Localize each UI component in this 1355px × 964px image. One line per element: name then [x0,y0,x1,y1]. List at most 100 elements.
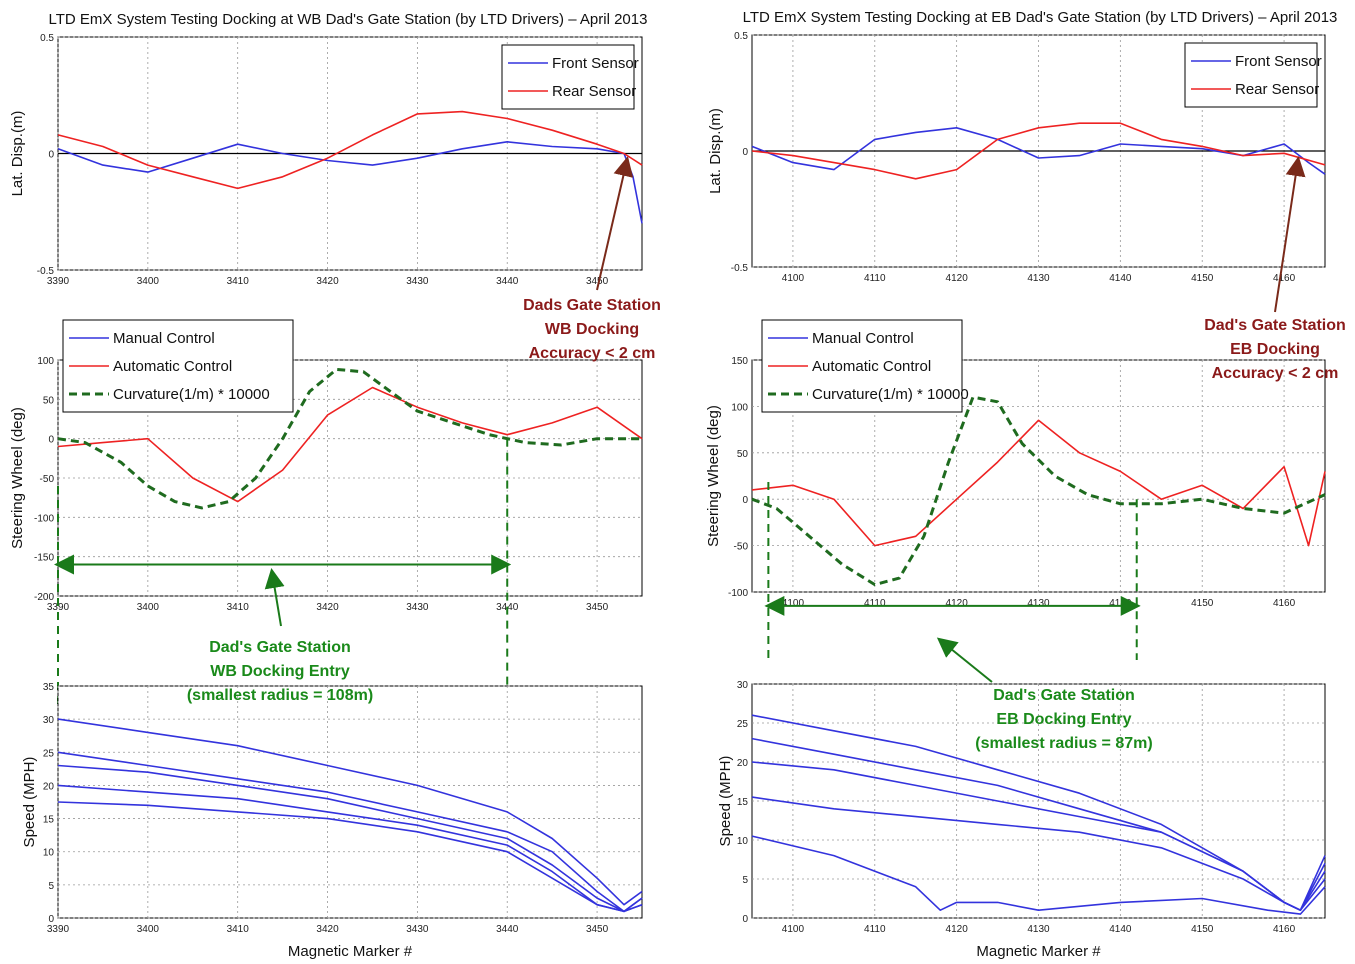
rear-sensor-series-line [57,110,643,190]
y-tick-label: 0.5 [734,31,748,42]
automatic-control-series-line [751,419,1326,547]
legend-label: Front Sensor [1235,53,1322,70]
curvature-1-m-10000-series-line [57,367,642,510]
y-tick-label: 10 [737,836,749,847]
accuracy-arrow [596,156,634,291]
y-tick-label: 150 [731,356,748,367]
y-axis-label: Lat. Disp.(m) [9,111,26,197]
x-tick-label: 4100 [782,598,805,609]
y-tick-label: 25 [737,719,749,730]
y-tick-label: 5 [48,881,54,892]
wb-displacement-chart: 3390 3400 3410 3420 3430 3440 3450 -0.5 0 0.5 Lat.… [9,33,643,287]
y-axis-label: Speed (MPH) [21,757,38,848]
x-axis-label: Magnetic Marker # [976,943,1101,960]
y-tick-label: -0.5 [37,266,55,277]
y-tick-label: 35 [43,682,55,693]
annotation-line-1: Dads Gate Station [523,297,661,314]
y-tick-label: -50 [734,542,749,553]
y-tick-label: 0 [48,150,54,161]
legend-box [501,44,635,110]
x-tick-label: 4100 [782,273,805,284]
rear-sensor-series-line [751,122,1326,180]
x-tick-label: 4130 [1027,924,1050,935]
x-tick-label: 4130 [1027,598,1050,609]
y-tick-label: -0.5 [731,263,749,274]
eb-speed-chart: 4100 4110 4120 4130 4140 4150 4160 0 5 10 15 20 25 30… [717,680,1326,960]
accuracy-arrow [1274,156,1306,313]
eb-displacement-chart: 4100 4110 4120 4130 4140 4150 4160 -0.5 0 0.5 Lat.… [707,31,1326,284]
y-tick-label: 0 [48,914,54,925]
annotation-line-1: Dad's Gate Station [993,687,1135,704]
x-tick-label: 4160 [1273,924,1296,935]
x-tick-label: 3450 [586,924,609,935]
y-axis-label: Speed (MPH) [717,756,734,847]
eb-steering-chart: 4100 4110 4120 4130 4140 4150 4160 -100 -50 0 50 10… [705,319,1326,660]
x-tick-label: 3400 [137,602,160,613]
y-tick-label: 0 [48,435,54,446]
x-tick-label: 4130 [1027,273,1050,284]
front-sensor-series-line [751,127,1326,175]
x-tick-label: 3440 [496,924,519,935]
x-tick-label: 3390 [47,602,70,613]
annotation-line-3: (smallest radius = 87m) [975,735,1152,752]
x-tick-label: 3400 [137,276,160,287]
x-tick-label: 4110 [864,273,886,284]
x-tick-label: 3410 [227,924,250,935]
legend-label: Automatic Control [812,358,931,375]
x-tick-label: 4150 [1191,273,1214,284]
x-tick-label: 4150 [1191,598,1214,609]
legend: Front Sensor Rear Sensor [501,44,639,110]
x-tick-label: 3390 [47,276,70,287]
legend-label: Curvature(1/m) * 10000 [113,386,270,403]
curvature-1-m-10000-series-line [751,395,1326,587]
y-tick-label: 30 [737,680,749,691]
x-tick-label: 4120 [946,273,969,284]
legend-label: Rear Sensor [1235,81,1319,98]
legend-label: Front Sensor [552,55,639,72]
x-tick-label: 4160 [1273,598,1296,609]
y-tick-label: 25 [43,748,55,759]
x-tick-label: 4140 [1109,924,1132,935]
x-tick-label: 3390 [47,924,70,935]
y-tick-label: 0.5 [40,33,54,44]
legend-label: Automatic Control [113,358,232,375]
legend-label: Manual Control [113,330,215,347]
x-tick-label: 4120 [946,924,969,935]
y-tick-label: 20 [737,758,749,769]
x-tick-label: 4110 [864,924,886,935]
x-tick-label: 3410 [227,602,250,613]
x-tick-label: 3430 [406,276,429,287]
y-tick-label: -150 [34,553,54,564]
x-tick-label: 4140 [1109,273,1132,284]
speed-series-line [57,751,643,913]
left-title: LTD EmX System Testing Docking at WB Dad… [49,11,648,28]
y-tick-label: 30 [43,715,55,726]
x-tick-label: 3440 [496,276,519,287]
y-tick-label: 100 [731,402,748,413]
speed-series-line [751,835,1326,915]
legend-box [1184,42,1318,108]
y-tick-label: -100 [728,588,748,599]
annotation-line-1: Dad's Gate Station [1204,317,1346,334]
x-tick-label: 3420 [316,924,339,935]
y-tick-label: 5 [742,875,748,886]
y-tick-label: -200 [34,592,54,603]
legend: Front Sensor Rear Sensor [1184,42,1322,108]
annotation-line-2: EB Docking [1230,341,1320,358]
x-axis-label: Magnetic Marker # [288,943,413,960]
legend-label: Rear Sensor [552,83,636,100]
automatic-control-series-line [57,386,643,503]
annotation-line-1: Dad's Gate Station [209,639,351,656]
legend: Manual Control Automatic Control Curvature… [761,319,969,413]
y-tick-label: 100 [37,356,54,367]
annotation-line-3: Accuracy < 2 cm [1212,365,1339,382]
annotation-line-2: WB Docking [545,321,639,338]
speed-series-line [57,801,643,913]
y-tick-label: 20 [43,781,55,792]
x-tick-label: 4100 [782,924,805,935]
annotation-line-3: (smallest radius = 108m) [187,687,373,704]
wb-docking-accuracy-annotation: Dads Gate Station WB Docking Accuracy < … [523,156,661,362]
y-tick-label: 10 [43,848,55,859]
speed-series-line [751,796,1326,912]
